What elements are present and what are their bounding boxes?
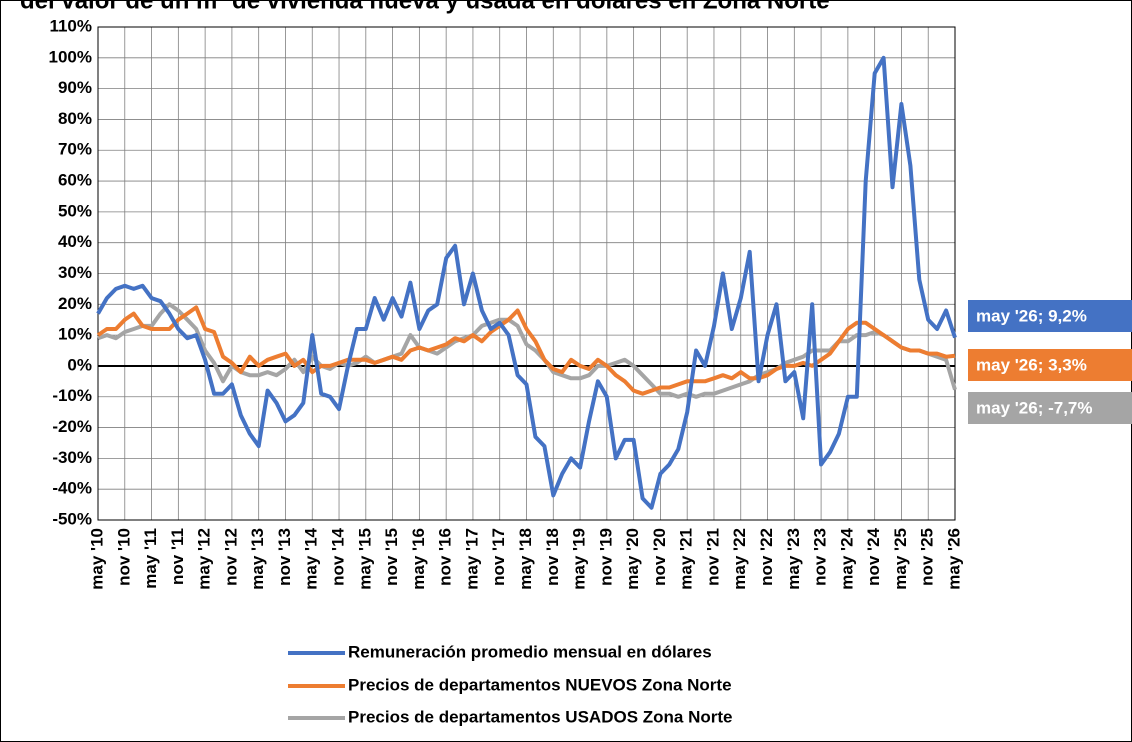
- legend-label: Remuneración promedio mensual en dólares: [348, 642, 712, 661]
- y-tick-label: 0%: [67, 355, 92, 374]
- x-tick-label: nov '23: [811, 528, 830, 586]
- y-tick-label: -40%: [52, 479, 92, 498]
- x-tick-label: may '26: [944, 528, 963, 590]
- end-label-box: [968, 349, 1132, 381]
- x-tick-label: may '14: [302, 527, 321, 589]
- x-tick-label: nov '24: [864, 527, 883, 585]
- y-tick-label: 70%: [58, 140, 92, 159]
- end-label: may '26; 9,2%: [976, 306, 1087, 325]
- x-tick-label: may '25: [891, 528, 910, 590]
- x-tick-label: nov '15: [382, 528, 401, 586]
- x-tick-label: nov '12: [221, 528, 240, 586]
- x-tick-label: may '15: [355, 528, 374, 590]
- x-tick-label: may '21: [677, 528, 696, 590]
- end-label: may '26; 3,3%: [976, 355, 1087, 374]
- x-tick-label: nov '10: [114, 528, 133, 586]
- x-tick-label: may '23: [784, 528, 803, 590]
- x-tick-label: nov '22: [757, 528, 776, 586]
- y-tick-label: 110%: [49, 16, 92, 35]
- y-tick-label: 80%: [58, 109, 92, 128]
- x-tick-label: may '16: [409, 528, 428, 590]
- y-tick-label: -30%: [52, 448, 92, 467]
- x-tick-label: nov '14: [329, 527, 348, 585]
- y-tick-label: 60%: [58, 171, 92, 190]
- y-tick-label: 50%: [58, 201, 92, 220]
- y-tick-label: 20%: [58, 294, 92, 313]
- x-tick-label: may '12: [195, 528, 214, 590]
- chart-title: del valor de un m² de vivienda nueva y u…: [20, 0, 830, 14]
- x-tick-label: may '19: [570, 528, 589, 590]
- y-tick-label: 90%: [58, 78, 92, 97]
- x-tick-label: may '13: [248, 528, 267, 590]
- x-tick-label: nov '11: [168, 528, 187, 585]
- x-tick-label: nov '18: [543, 528, 562, 586]
- x-tick-label: may '11: [141, 528, 160, 589]
- series-line: [96, 305, 956, 396]
- x-tick-label: nov '21: [703, 528, 722, 586]
- legend-label: Precios de departamentos USADOS Zona Nor…: [348, 707, 732, 726]
- x-tick-label: nov '20: [650, 528, 669, 586]
- x-tick-label: nov '16: [436, 528, 455, 586]
- y-tick-label: 100%: [49, 47, 92, 66]
- x-tick-label: nov '25: [918, 528, 937, 586]
- y-tick-label: -10%: [52, 386, 92, 405]
- y-tick-label: 10%: [58, 325, 92, 344]
- end-label-box: [968, 392, 1132, 424]
- end-label-box: [968, 300, 1132, 332]
- x-tick-label: may '10: [87, 528, 106, 590]
- x-tick-label: nov '19: [596, 528, 615, 586]
- x-tick-label: nov '17: [489, 528, 508, 586]
- plot-border: [97, 26, 956, 521]
- x-tick-label: may '22: [730, 528, 749, 590]
- y-tick-label: 40%: [58, 232, 92, 251]
- x-tick-label: may '18: [516, 528, 535, 590]
- series-line: [96, 55, 957, 510]
- legend-label: Precios de departamentos NUEVOS Zona Nor…: [348, 675, 732, 694]
- x-tick-label: may '24: [837, 527, 856, 589]
- x-tick-label: may '17: [462, 528, 481, 590]
- x-tick-label: nov '13: [275, 528, 294, 586]
- x-tick-label: may '20: [623, 528, 642, 590]
- end-label: may '26; -7,7%: [976, 398, 1093, 417]
- y-tick-label: 30%: [58, 263, 92, 282]
- y-tick-label: -20%: [52, 417, 92, 436]
- y-tick-label: -50%: [52, 509, 92, 528]
